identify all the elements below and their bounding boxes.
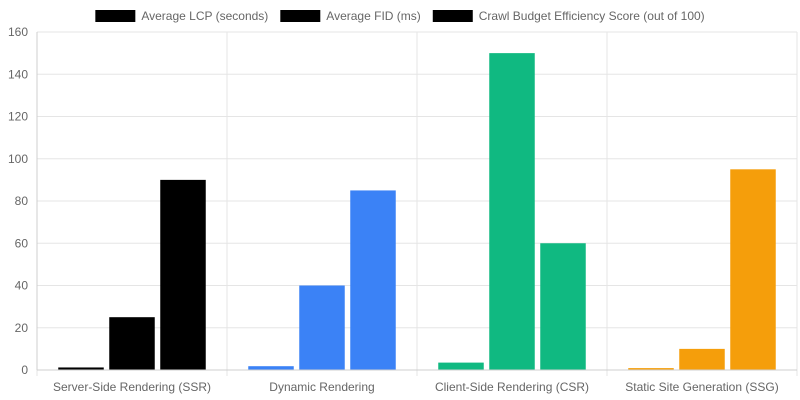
x-tick-label: Server-Side Rendering (SSR) (53, 380, 211, 394)
y-axis: 0 20 40 60 80 100 120 140 160 (8, 25, 38, 377)
y-tick-label: 100 (8, 152, 28, 166)
bar (438, 362, 484, 370)
chart-legend: Average LCP (seconds) Average FID (ms) Cra… (95, 9, 705, 23)
legend-swatch (95, 10, 136, 22)
bar (109, 317, 155, 370)
x-tick-label: Static Site Generation (SSG) (625, 380, 778, 394)
x-tick-label: Dynamic Rendering (269, 380, 374, 394)
bar (350, 190, 396, 370)
legend-swatch (432, 10, 473, 22)
bar (299, 285, 345, 370)
y-tick-label: 120 (8, 110, 28, 124)
bar (679, 348, 725, 370)
bar (730, 169, 776, 370)
bar (58, 367, 104, 370)
bar (540, 243, 586, 370)
y-tick-label: 60 (15, 236, 29, 250)
x-axis: Server-Side Rendering (SSR) Dynamic Rende… (37, 369, 797, 394)
x-tick-label: Client-Side Rendering (CSR) (435, 380, 589, 394)
bar (628, 368, 674, 370)
y-tick-label: 160 (8, 25, 28, 39)
legend-label: Crawl Budget Efficiency Score (out of 10… (479, 9, 705, 23)
y-tick-label: 40 (15, 279, 29, 293)
y-tick-label: 80 (15, 194, 29, 208)
bar (489, 53, 535, 370)
chart-bars (58, 53, 776, 370)
bar (160, 179, 206, 370)
legend-swatch (280, 10, 321, 22)
y-tick-label: 140 (8, 67, 28, 81)
legend-label: Average FID (ms) (326, 9, 420, 23)
y-tick-label: 0 (21, 363, 28, 377)
bar (248, 366, 294, 370)
y-tick-label: 20 (15, 321, 29, 335)
legend-label: Average LCP (seconds) (141, 9, 268, 23)
